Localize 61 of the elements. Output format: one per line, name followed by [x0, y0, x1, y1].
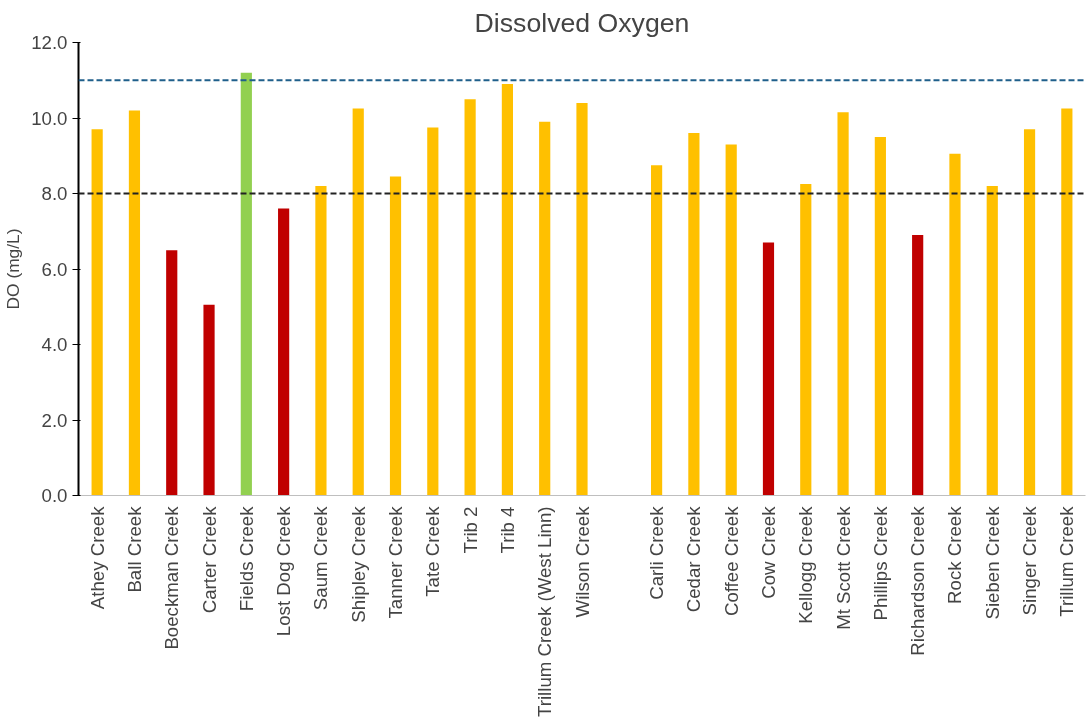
x-tick-label: Lost Dog Creek [273, 505, 295, 637]
bar [874, 136, 886, 496]
x-tick-label: Boeckman Creek [161, 505, 183, 650]
bar [576, 102, 588, 496]
bar [166, 250, 178, 496]
bar [278, 208, 290, 496]
bar [352, 108, 364, 496]
bar [688, 133, 700, 496]
x-tick-label: Trib 4 [496, 506, 518, 554]
x-tick-label: Fields Creek [235, 505, 257, 612]
y-tick-label: 2.0 [41, 409, 68, 431]
x-tick-label: Richardson Creek [907, 505, 929, 656]
y-tick-label: 10.0 [31, 107, 68, 129]
bar [240, 72, 252, 496]
x-tick-label: Sieben Creek [981, 505, 1003, 620]
bar [800, 184, 812, 496]
x-tick-label: Cow Creek [757, 505, 779, 599]
x-tick-label: Rock Creek [944, 505, 966, 604]
bar [725, 144, 737, 496]
x-tick-label: Shipley Creek [347, 505, 369, 623]
bar [1023, 129, 1036, 496]
y-axis-title: DO (mg/L) [3, 228, 24, 310]
bar [464, 99, 476, 496]
y-tick-label: 12.0 [31, 32, 68, 53]
bar [986, 185, 998, 496]
x-tick-label: Tanner Creek [385, 505, 407, 619]
bar [837, 112, 849, 496]
x-tick-label: Kellogg Creek [795, 505, 817, 624]
x-tick-label: Singer Creek [1019, 505, 1041, 616]
bar [1061, 108, 1073, 496]
bar [203, 304, 215, 496]
x-tick-label: Trillum Creek (West Linn) [534, 506, 556, 717]
x-tick-label: Coffee Creek [720, 505, 742, 617]
y-tick-label: 8.0 [41, 183, 68, 204]
x-tick-label: Trib 2 [459, 506, 481, 554]
y-tick-label: 4.0 [41, 334, 68, 355]
y-tick-label: 0.0 [41, 485, 68, 506]
bar [427, 127, 439, 496]
x-tick-label: Cedar Creek [683, 505, 705, 613]
bar [389, 176, 402, 496]
x-tick-label: Carter Creek [198, 505, 220, 614]
x-tick-label: Trillum Creek [1056, 505, 1078, 617]
bar [91, 129, 103, 496]
bar [128, 110, 141, 496]
bar [949, 153, 961, 496]
x-tick-label: Wilson Creek [571, 505, 593, 618]
x-tick-label: Phillips Creek [869, 505, 891, 621]
bar [539, 121, 551, 496]
x-tick-label: Mt Scott Creek [832, 505, 854, 630]
bar [762, 242, 775, 496]
bar [315, 185, 327, 496]
bar [912, 235, 924, 496]
x-tick-label: Tate Creek [422, 505, 444, 597]
chart-title: Dissolved Oxygen [474, 7, 690, 38]
x-tick-label: Saum Creek [310, 505, 332, 611]
y-tick-label: 6.0 [41, 258, 68, 280]
bar [501, 84, 513, 496]
x-tick-label: Carli Creek [646, 505, 668, 600]
x-tick-label: Athey Creek [86, 505, 108, 610]
bar [651, 165, 663, 496]
x-tick-label: Ball Creek [123, 505, 145, 593]
